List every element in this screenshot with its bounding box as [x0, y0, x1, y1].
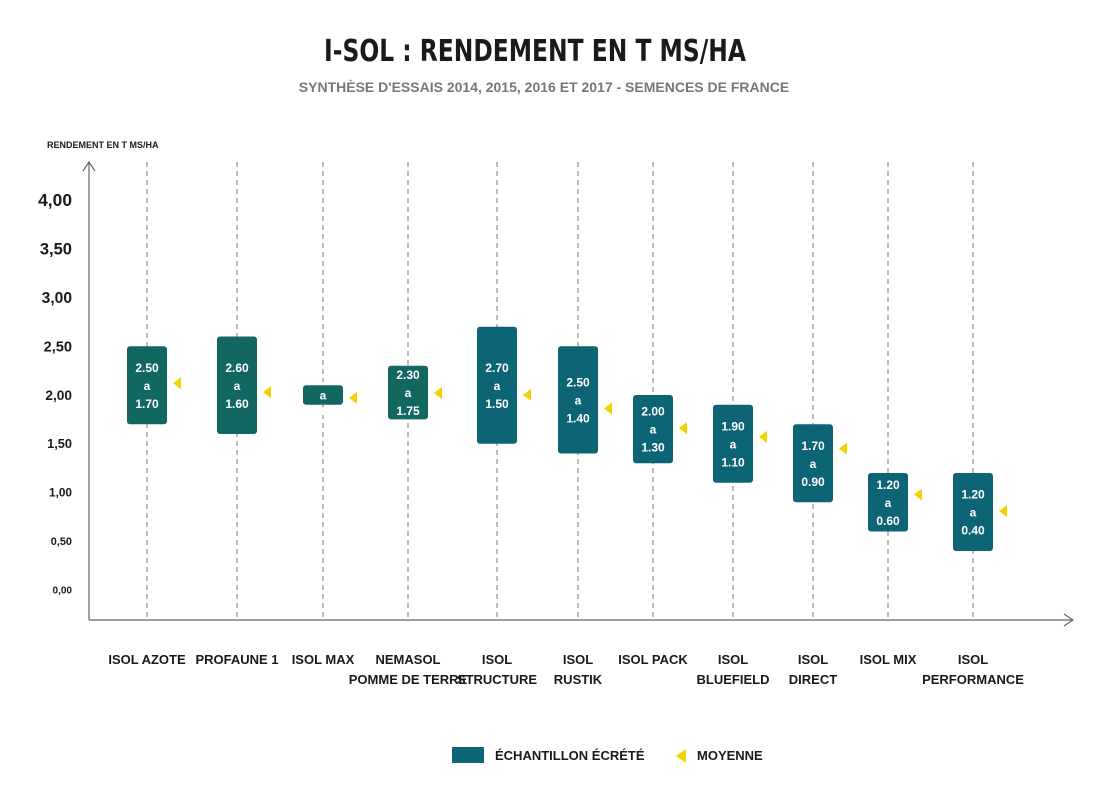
category-label: BLUEFIELD: [697, 672, 770, 687]
range-connector-label: a: [144, 379, 151, 393]
y-tick-label: 2,50: [44, 339, 72, 355]
range-box: [953, 473, 993, 551]
range-connector-label: a: [234, 379, 241, 393]
range-high-label: 2.60: [225, 361, 249, 375]
category-label: ISOL PACK: [618, 652, 688, 667]
range-connector-label: a: [730, 437, 737, 451]
range-low-label: 1.50: [485, 397, 509, 411]
chart-subtitle: SYNTHÈSE D'ESSAIS 2014, 2015, 2016 ET 20…: [298, 79, 790, 95]
range-low-label: 0.90: [801, 475, 825, 489]
range-low-label: 0.60: [876, 514, 900, 528]
range-high-label: 2.10: [311, 373, 335, 387]
range-connector-label: a: [650, 423, 657, 437]
range-connector-label: a: [575, 393, 582, 407]
y-tick-label: 1,00: [49, 486, 72, 500]
category-label: DIRECT: [789, 672, 837, 687]
category-label: ISOL: [718, 652, 748, 667]
range-low-label: 1.90: [311, 405, 335, 419]
mean-marker: [263, 386, 271, 399]
range-box: [633, 395, 673, 464]
category-label: PERFORMANCE: [922, 672, 1024, 687]
range-box: [127, 346, 167, 425]
chart-title: I-SOL : RENDEMENT EN T MS/HA: [324, 34, 746, 69]
mean-marker: [349, 391, 357, 404]
y-tick-label: 2,00: [45, 388, 72, 403]
y-axis-arrow: [82, 160, 96, 172]
mean-marker: [759, 430, 767, 443]
range-connector-label: a: [885, 496, 892, 510]
y-tick-label: 4,00: [38, 190, 72, 210]
range-box: [388, 365, 428, 420]
range-connector-label: a: [494, 379, 501, 393]
category-label: ISOL MAX: [292, 652, 355, 667]
category-label: NEMASOL: [376, 652, 441, 667]
mean-marker: [173, 377, 181, 390]
y-tick-label: 3,00: [42, 290, 73, 307]
range-connector-label: a: [320, 389, 327, 403]
y-axis-label: RENDEMENT EN T MS/HA: [47, 140, 159, 150]
axes: RENDEMENT EN T MS/HA: [47, 140, 1075, 627]
range-low-label: 1.70: [135, 397, 159, 411]
range-boxes: 2.50 a 1.70 2.60 a 1.60 2.10 a 1.90 2.30 a 1.75 2.70…: [127, 326, 993, 551]
range-low-label: 1.10: [721, 455, 745, 469]
mean-marker: [523, 389, 531, 401]
range-high-label: 1.70: [801, 439, 825, 453]
category-label: ISOL: [798, 652, 828, 667]
range-low-label: 1.60: [225, 397, 249, 411]
range-box: [793, 424, 833, 503]
range-low-label: 0.40: [961, 524, 985, 538]
range-low-label: 1.30: [641, 441, 665, 455]
range-box: [558, 346, 598, 454]
range-connector-label: a: [405, 386, 412, 400]
range-box: [713, 404, 753, 483]
range-connector-label: a: [810, 457, 817, 471]
range-high-label: 1.20: [876, 478, 900, 492]
range-high-label: 1.90: [721, 419, 745, 433]
mean-marker: [839, 442, 847, 455]
category-label: PROFAUNE 1: [195, 652, 278, 667]
category-label: POMME DE TERRE: [349, 672, 468, 687]
range-high-label: 2.50: [135, 361, 159, 375]
range-box: [477, 326, 517, 444]
legend-label-range: ÉCHANTILLON ÉCRÉTÉ: [495, 748, 645, 763]
legend-swatch-range: [452, 747, 484, 763]
category-label: ISOL: [563, 652, 593, 667]
category-label: ISOL MIX: [860, 652, 917, 667]
range-connector-label: a: [970, 506, 977, 520]
category-label: RUSTIK: [554, 672, 603, 687]
legend-label-mean: MOYENNE: [697, 748, 763, 763]
range-high-label: 2.30: [396, 368, 420, 382]
y-axis-ticks: 0,00 0,50 1,00 1,50 2,00 2,50 3,00 3,50 4,00: [38, 190, 72, 596]
y-tick-label: 0,00: [53, 586, 73, 597]
range-high-label: 2.00: [641, 405, 665, 419]
y-tick-label: 0,50: [51, 536, 72, 548]
category-label: ISOL: [958, 652, 988, 667]
x-axis-arrow: [1063, 613, 1075, 627]
legend-marker-mean: [676, 749, 686, 763]
x-axis-categories: ISOL AZOTE PROFAUNE 1 ISOL MAX NEMASOL POMME…: [108, 652, 1024, 687]
range-low-label: 1.40: [566, 411, 590, 425]
range-high-label: 2.50: [566, 375, 590, 389]
legend: ÉCHANTILLON ÉCRÉTÉ MOYENNE: [452, 747, 763, 763]
category-label: STRUCTURE: [457, 672, 537, 687]
range-box: [868, 473, 908, 532]
category-label: ISOL AZOTE: [108, 652, 186, 667]
mean-marker: [914, 488, 922, 501]
mean-marker: [999, 505, 1007, 518]
y-tick-label: 3,50: [40, 241, 72, 259]
range-box: [303, 385, 343, 405]
y-tick-label: 1,50: [47, 436, 72, 451]
range-low-label: 1.75: [396, 404, 420, 418]
mean-marker: [604, 402, 612, 415]
range-high-label: 2.70: [485, 361, 509, 375]
range-box: [217, 336, 257, 434]
range-high-label: 1.20: [961, 488, 985, 502]
mean-marker: [434, 387, 442, 400]
mean-marker: [679, 422, 687, 435]
category-label: ISOL: [482, 652, 512, 667]
mean-markers: [173, 377, 1007, 518]
